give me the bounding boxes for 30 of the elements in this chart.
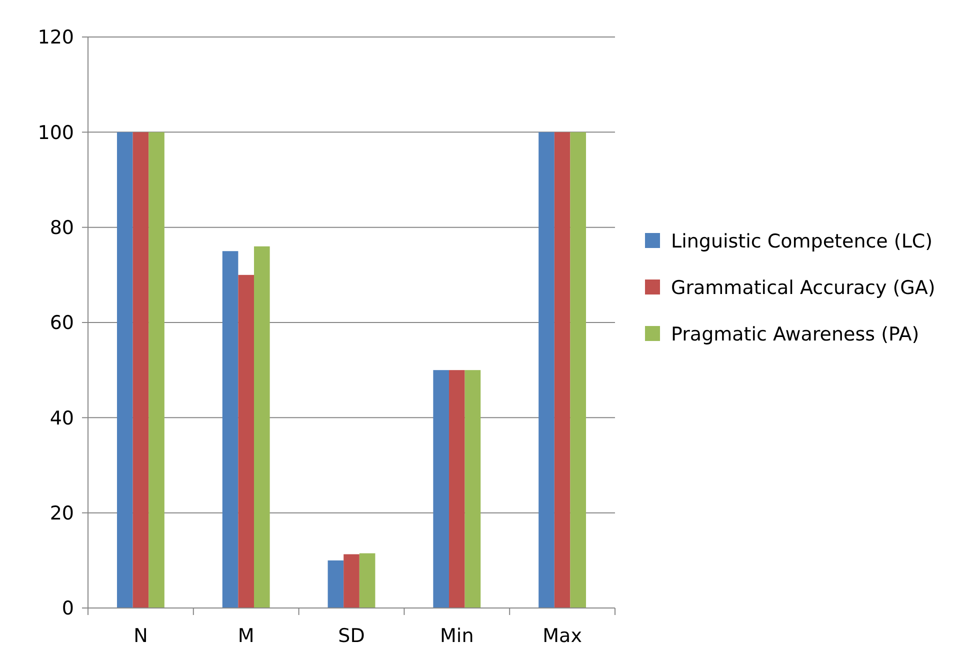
x-tick-label: SD	[338, 625, 365, 647]
bar	[448, 370, 465, 608]
x-tick-label: Max	[542, 625, 582, 647]
bar	[222, 251, 238, 608]
x-tick-label: Min	[440, 625, 474, 647]
bar	[570, 132, 586, 608]
y-tick-label: 40	[50, 407, 74, 430]
bar	[238, 274, 254, 608]
bar	[538, 132, 554, 608]
bar	[148, 132, 164, 608]
y-tick-label: 0	[62, 598, 74, 620]
y-tick-label: 120	[38, 26, 74, 49]
bar	[464, 370, 481, 608]
legend-label: Linguistic Competence (LC)	[671, 230, 933, 253]
bar	[254, 246, 270, 608]
x-tick-label: N	[134, 625, 148, 647]
bar	[328, 560, 344, 608]
bar	[344, 554, 360, 608]
bar	[116, 132, 133, 608]
y-tick-label: 20	[50, 502, 74, 524]
y-tick-label: 100	[38, 122, 74, 144]
bar	[359, 553, 376, 608]
legend-label: Pragmatic Awareness (PA)	[671, 324, 920, 346]
bar	[433, 370, 449, 608]
x-tick-label: M	[238, 625, 254, 647]
legend-label: Grammatical Accuracy (GA)	[671, 277, 936, 300]
bar	[132, 132, 149, 608]
y-tick-label: 60	[50, 312, 74, 334]
y-tick-label: 80	[50, 216, 74, 239]
bar	[554, 132, 570, 608]
